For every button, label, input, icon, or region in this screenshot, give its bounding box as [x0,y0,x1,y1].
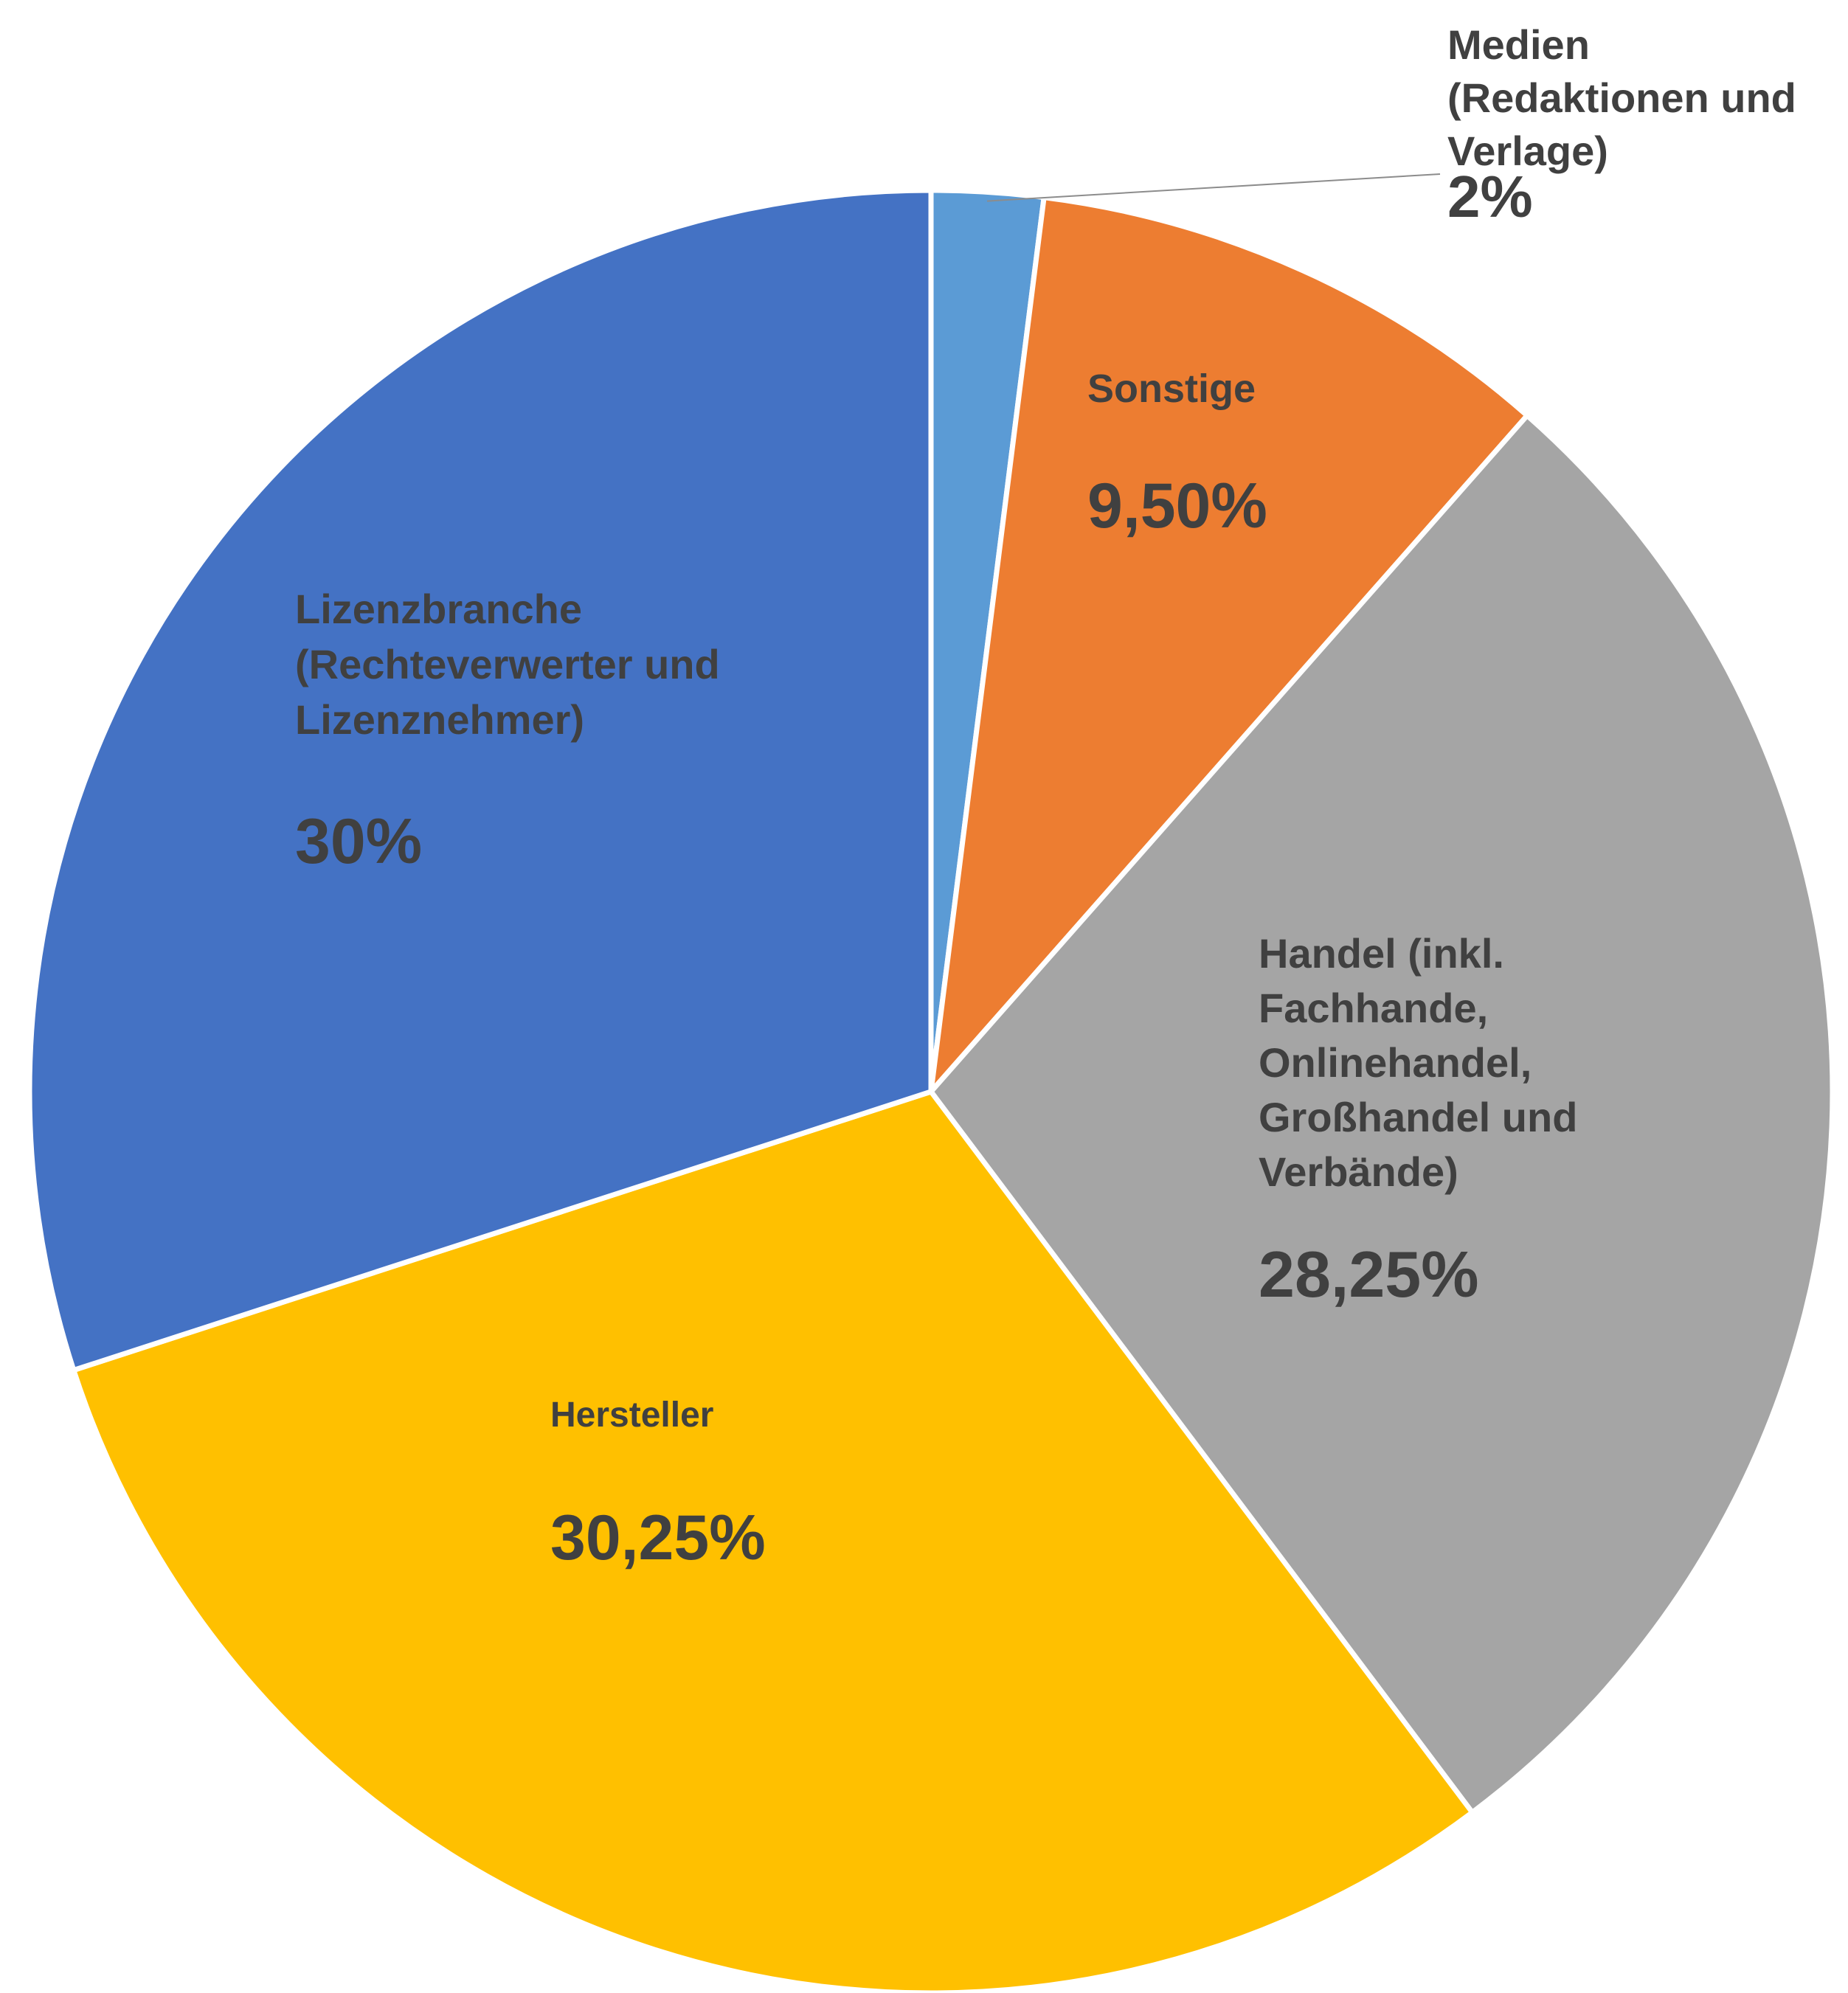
pie-labels: Medien (Redaktionen und Verlage)2% Sonstige… [295,21,1796,1573]
slice-label: Lizenzbranche [295,586,582,632]
slice-value-label: 28,25% [1259,1238,1478,1311]
slice-label: Fachhande, [1259,985,1488,1031]
slice-label: (Redaktionen und [1447,74,1796,121]
slice-label: (Rechteverwerter und [295,641,720,687]
slice-label: Großhandel und [1259,1094,1577,1140]
pie-slice-5 [27,187,934,1373]
leader-line [986,173,1441,202]
slice-value-label: 30,25% [550,1502,766,1573]
slice-label: Medien [1447,21,1590,68]
pie-slices [27,187,1835,1993]
slice-value-label: 9,50% [1087,471,1267,541]
slice-label: Verlage) [1447,128,1608,174]
pie-slice-3 [928,412,1835,1815]
slice-label: Onlinehandel, [1259,1039,1532,1086]
slice-label: Hersteller [550,1396,713,1435]
pie-slice-2 [928,195,1530,1095]
pie-slice-4 [71,1089,1475,1993]
slice-label: Handel (inkl. [1259,930,1504,977]
slice-value-label: 2% [1447,164,1533,229]
slice-label: Sonstige [1087,367,1256,411]
slice-value-label: 30% [295,806,422,877]
slice-label: Verbände) [1259,1148,1458,1195]
slice-label: Lizenznehmer) [295,696,584,743]
